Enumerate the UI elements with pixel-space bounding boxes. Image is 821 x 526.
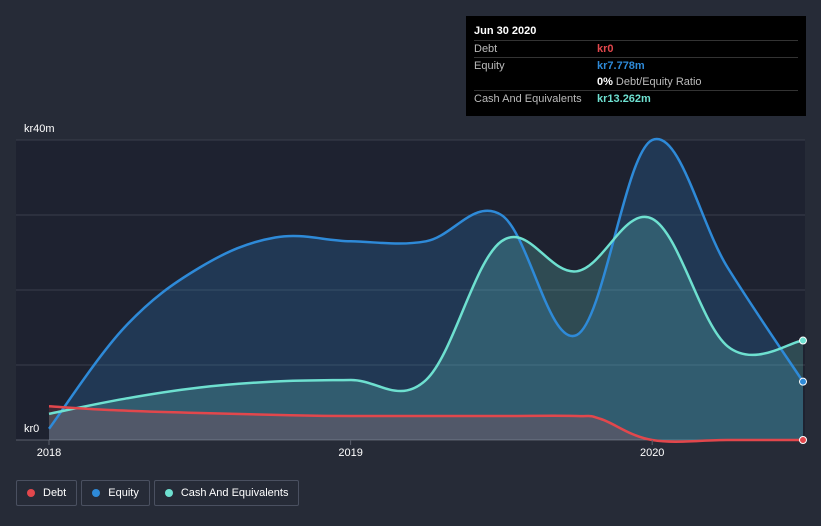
- y-tick-label-bottom: kr0: [24, 423, 39, 435]
- x-tick-label-2019: 2019: [338, 447, 362, 459]
- tooltip-debt-value: kr0: [597, 43, 614, 55]
- tooltip-cash-row: Cash And Equivalents kr13.262m: [474, 91, 798, 107]
- series-lines: [47, 137, 805, 443]
- tooltip-cash-label: Cash And Equivalents: [474, 93, 582, 105]
- end-marker-equity: [799, 377, 807, 386]
- end-marker-cash-and-equivalents: [799, 336, 807, 345]
- legend: Debt Equity Cash And Equivalents: [16, 480, 300, 506]
- tooltip-equity-row: Equity kr7.778m: [474, 58, 798, 74]
- x-tick-label-2018: 2018: [37, 447, 61, 459]
- tooltip-equity-value: kr7.778m: [597, 60, 645, 72]
- legend-item-debt[interactable]: Debt: [16, 480, 78, 506]
- legend-dot-cash-icon: [164, 489, 173, 497]
- tooltip-ratio-spacer: [474, 74, 597, 90]
- area-equity: [49, 138, 803, 441]
- grid-lines: [16, 139, 805, 441]
- tooltip-debt-row: Debt kr0: [474, 41, 798, 58]
- legend-label-cash: Cash And Equivalents: [180, 487, 289, 499]
- tooltip-ratio-text: Debt/Equity Ratio: [615, 76, 702, 88]
- tooltip-equity-label: Equity: [474, 60, 505, 72]
- legend-label-equity: Equity: [108, 487, 139, 499]
- series-end-markers: [799, 336, 807, 444]
- line-cash-and-equivalents: [48, 215, 804, 416]
- legend-label-debt: Debt: [43, 487, 67, 499]
- line-equity: [47, 137, 805, 430]
- tooltip-date: Jun 30 2020: [474, 22, 798, 41]
- end-marker-debt: [799, 436, 807, 444]
- tooltip-ratio-row: 0% Debt/Equity Ratio: [474, 74, 798, 91]
- tooltip-ratio-value: 0%: [597, 76, 613, 88]
- x-axis-ticks: 2018 2019 2020: [37, 440, 664, 459]
- tooltip: Jun 30 2020 Debt kr0 Equity kr7.778m 0% …: [466, 16, 806, 116]
- tooltip-debt-label: Debt: [474, 43, 498, 55]
- x-tick-label-2020: 2020: [640, 447, 664, 459]
- legend-item-cash[interactable]: Cash And Equivalents: [153, 480, 300, 506]
- tooltip-cash-value: kr13.262m: [597, 93, 651, 105]
- legend-dot-equity-icon: [92, 489, 101, 497]
- legend-dot-debt-icon: [27, 489, 35, 497]
- y-tick-label-top: kr40m: [24, 123, 55, 135]
- line-debt: [48, 405, 803, 443]
- legend-item-equity[interactable]: Equity: [81, 480, 150, 506]
